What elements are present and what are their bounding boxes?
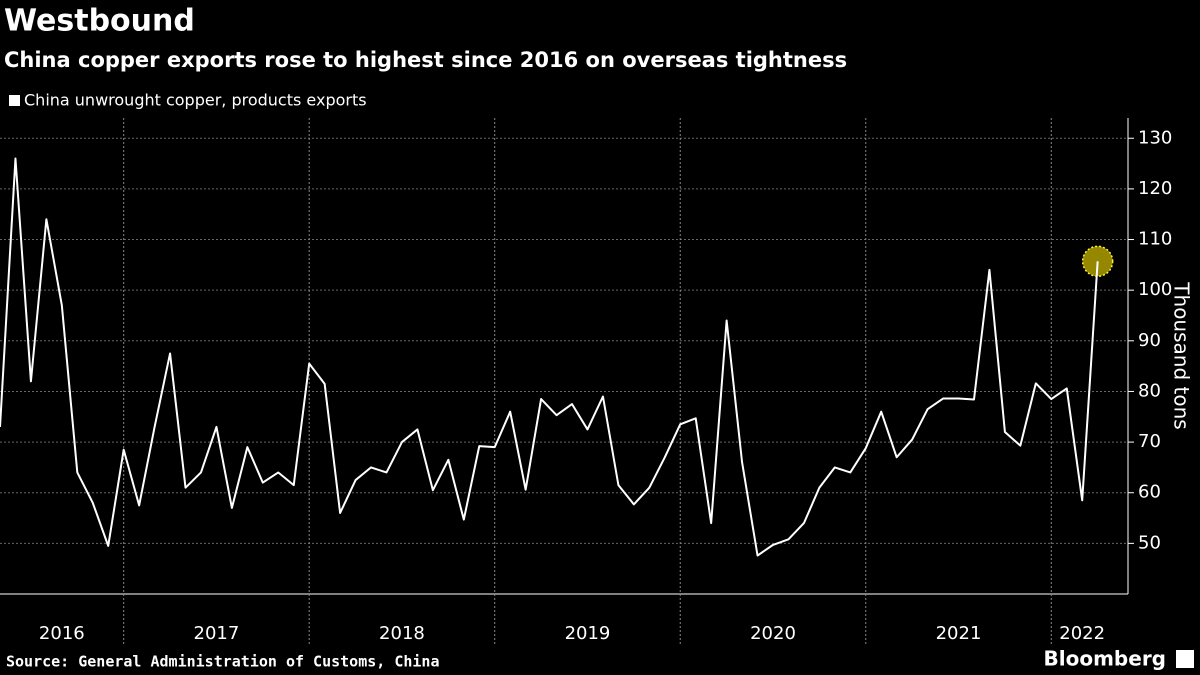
x-tick-label: 2019	[565, 623, 611, 644]
source-note: Source: General Administration of Custom…	[6, 653, 439, 671]
y-tick-label: 60	[1138, 482, 1161, 503]
y-tick-label: 50	[1138, 532, 1161, 553]
x-tick-label: 2018	[379, 623, 425, 644]
x-tick-label: 2022	[1059, 623, 1105, 644]
y-tick-label: 110	[1138, 229, 1172, 250]
y-tick-label: 130	[1138, 127, 1172, 148]
y-tick-label: 120	[1138, 178, 1172, 199]
y-tick-label: 80	[1138, 380, 1161, 401]
y-tick-label: 100	[1138, 279, 1172, 300]
chart-title: Westbound	[4, 4, 195, 39]
legend-label: China unwrought copper, products exports	[24, 91, 367, 110]
x-tick-label: 2021	[936, 623, 982, 644]
brand-logo: Bloomberg	[1044, 647, 1166, 671]
series-line	[0, 157, 1099, 557]
chart-subtitle: China copper exports rose to highest sin…	[4, 48, 847, 72]
x-tick-label: 2020	[750, 623, 796, 644]
plot-area: 50 60 70 80 90 100 110 120 130 2016 2017 2018 2019 20…	[0, 118, 1172, 645]
x-tick-label: 2016	[39, 623, 85, 644]
y-tick-label: 70	[1138, 431, 1161, 452]
x-tick-label: 2017	[194, 623, 240, 644]
legend-swatch	[9, 95, 20, 106]
brand-icon	[1176, 650, 1194, 668]
y-tick-label: 90	[1138, 330, 1161, 351]
y-axis-title: Thousand tons	[1170, 281, 1194, 429]
